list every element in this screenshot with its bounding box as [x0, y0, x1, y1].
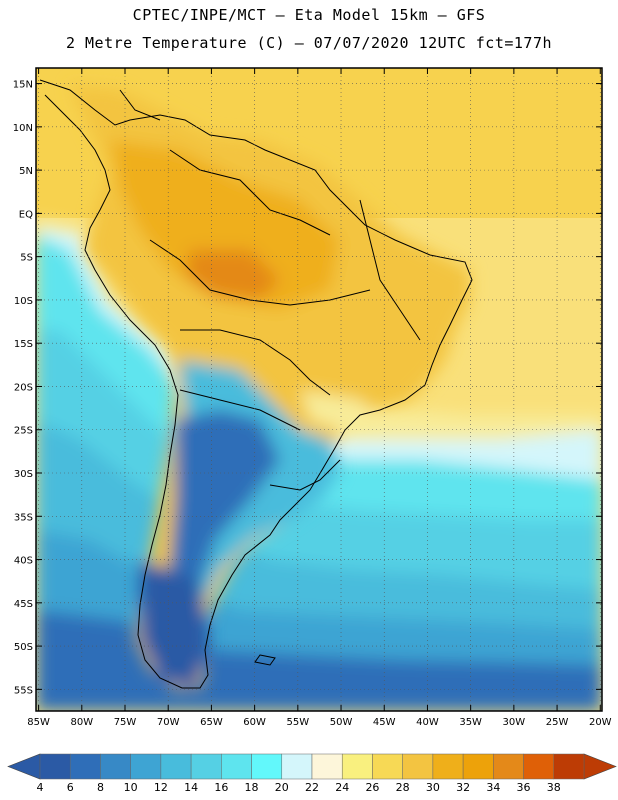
latitude-ticks: 15N 10N 5N EQ 5S 10S 15S 20S 25S 30S 35S 40S 45S 50S 5…: [13, 80, 602, 696]
lon-tick-label: 40W: [416, 717, 439, 728]
lat-tick-label: 10S: [14, 296, 33, 307]
lat-tick-label: 5S: [20, 253, 33, 264]
colorbar-label: 34: [486, 781, 500, 794]
lat-tick-label: 15N: [13, 80, 33, 91]
colorbar-swatch: [39, 753, 71, 780]
colorbar-swatch: [281, 753, 313, 780]
lat-tick-label: 45S: [14, 599, 33, 610]
lon-tick-label: 35W: [459, 717, 482, 728]
lon-tick-label: 75W: [114, 717, 137, 728]
colorbar-high-arrow: [583, 753, 617, 780]
colorbar-low-arrow: [7, 753, 41, 780]
lon-tick-label: 30W: [503, 717, 526, 728]
colorbar-label: 38: [547, 781, 561, 794]
colorbar-label: 18: [245, 781, 259, 794]
coastlines: [39, 79, 473, 689]
colorbar-label: 4: [37, 781, 44, 794]
lon-tick-label: 25W: [546, 717, 569, 728]
lon-tick-label: 65W: [200, 717, 223, 728]
lon-tick-label: 50W: [330, 717, 353, 728]
longitude-ticks: 85W 80W 75W 70W 65W 60W 55W 50W 45W 40W 35W 30W 25W 2…: [27, 68, 612, 728]
colorbar: 4 6 8 10 12 14 16 18 20 22 24 26 28 30 32 34 36 38: [7, 753, 617, 794]
lon-tick-label: 85W: [27, 717, 50, 728]
colorbar-swatch: [523, 753, 555, 780]
colorbar-label: 24: [335, 781, 349, 794]
colorbar-label: 32: [456, 781, 470, 794]
colorbar-swatch: [69, 753, 101, 780]
lon-tick-label: 70W: [157, 717, 180, 728]
colorbar-label: 20: [275, 781, 289, 794]
colorbar-label: 26: [365, 781, 379, 794]
colorbar-label: 10: [124, 781, 138, 794]
lat-tick-label: 50S: [14, 642, 33, 653]
land-temperature: [70, 85, 470, 690]
colorbar-swatch: [160, 753, 192, 780]
colorbar-swatch: [493, 753, 524, 780]
colorbar-swatch: [130, 753, 162, 780]
colorbar-label: 30: [426, 781, 440, 794]
colorbar-swatch: [221, 753, 252, 780]
colorbar-swatch: [251, 753, 283, 780]
lon-tick-label: 20W: [589, 717, 612, 728]
lon-tick-label: 45W: [373, 717, 396, 728]
colorbar-swatch: [341, 753, 373, 780]
colorbar-swatch: [462, 753, 494, 780]
lon-tick-label: 60W: [243, 717, 266, 728]
colorbar-label: 12: [154, 781, 168, 794]
temperature-field: [36, 68, 602, 711]
lon-tick-label: 80W: [70, 717, 93, 728]
colorbar-label: 8: [97, 781, 104, 794]
colorbar-swatch: [553, 753, 585, 780]
lat-tick-label: 55S: [14, 685, 33, 696]
colorbar-swatch: [311, 753, 343, 780]
colorbar-label: 36: [517, 781, 531, 794]
colorbar-swatch: [432, 753, 464, 780]
lat-tick-label: 5N: [19, 166, 33, 177]
lat-tick-label: 40S: [14, 556, 33, 567]
plot-frame: [35, 67, 603, 712]
lat-tick-label: 25S: [14, 426, 33, 437]
colorbar-label: 6: [67, 781, 74, 794]
colorbar-swatch: [402, 753, 434, 780]
lat-tick-label: 20S: [14, 382, 33, 393]
lat-tick-label: 10N: [13, 123, 33, 134]
colorbar-swatch: [100, 753, 131, 780]
lat-tick-label: EQ: [19, 209, 33, 220]
colorbar-label: 14: [184, 781, 198, 794]
lat-tick-label: 30S: [14, 469, 33, 480]
lat-tick-label: 15S: [14, 339, 33, 350]
lat-tick-label: 35S: [14, 512, 33, 523]
chart-title-line1: CPTEC/INPE/MCT – Eta Model 15km – GFS: [132, 6, 486, 24]
colorbar-swatch: [190, 753, 222, 780]
lon-tick-label: 55W: [287, 717, 310, 728]
colorbar-label: 16: [214, 781, 228, 794]
colorbar-label: 22: [305, 781, 319, 794]
chart-title-line2: 2 Metre Temperature (C) – 07/07/2020 12U…: [65, 34, 553, 52]
colorbar-swatch: [372, 753, 403, 780]
colorbar-label: 28: [396, 781, 410, 794]
